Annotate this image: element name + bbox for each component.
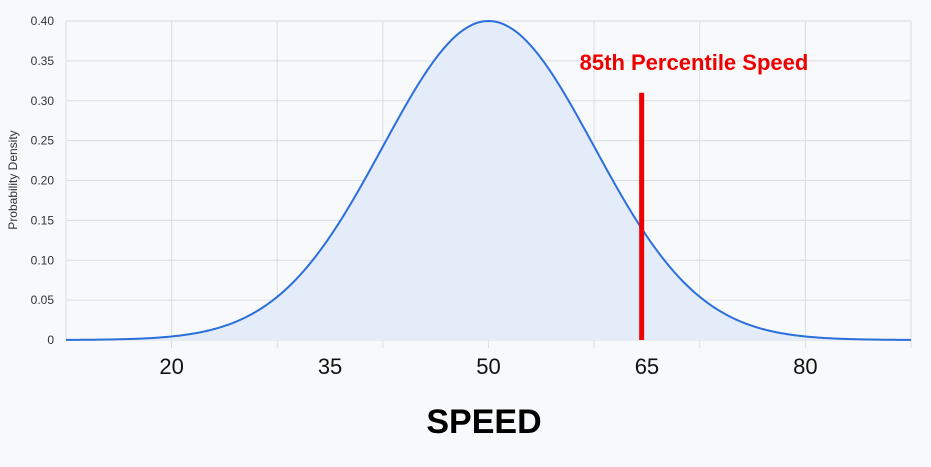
x-tick-label: 20 [159,354,183,379]
y-tick-label: 0.35 [31,54,55,68]
area-layer [65,19,912,341]
y-tick-label: 0.15 [31,213,55,227]
y-tick-label: 0.30 [31,94,55,108]
tick-label-layer: 0 0.05 0.10 0.15 0.20 0.25 0.30 0.35 0.40 20 35 50 6… [31,14,818,379]
y-tick-label: 0.25 [31,134,55,148]
annotation-layer: 85th Percentile Speed [580,50,809,340]
percentile-marker-label: 85th Percentile Speed [580,50,809,75]
density-area-fill [66,21,911,340]
x-tick-label: 35 [318,354,342,379]
x-tick-label: 80 [793,354,817,379]
y-tick-label: 0 [47,333,54,347]
x-tick-label: 65 [635,354,659,379]
y-tick-label: 0.05 [31,293,55,307]
y-tick-label: 0.40 [31,14,55,28]
x-tick-label: 50 [476,354,500,379]
y-axis-label: Probability Density [6,130,20,229]
y-tick-label: 0.20 [31,174,55,188]
x-axis-label: SPEED [426,403,541,441]
y-tick-label: 0.10 [31,253,55,267]
density-curve-line [65,19,912,341]
